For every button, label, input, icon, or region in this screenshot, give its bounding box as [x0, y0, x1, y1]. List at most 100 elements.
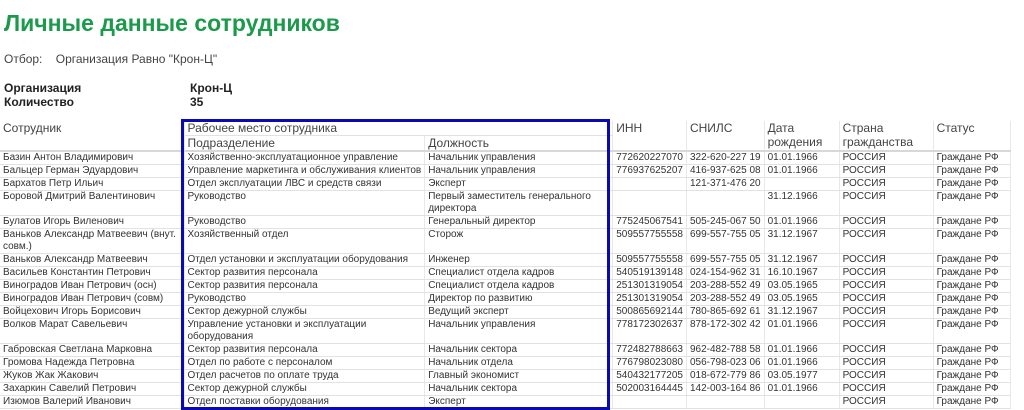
department-cell: Руководство	[184, 190, 426, 216]
position-cell: Начальник отдела	[424, 356, 614, 370]
table-row: Ваньков Александр Матвеевич Отдел установ…	[0, 253, 1011, 267]
status-cell: Граждане РФ	[933, 164, 1011, 178]
status-cell: Граждане РФ	[933, 292, 1011, 306]
header-country: Страна гражданства	[839, 121, 934, 152]
department-cell: Отдел по работе с персоналом	[184, 356, 426, 370]
inn-cell: 776798023080	[612, 356, 687, 370]
inn-cell: 500865692144	[612, 305, 687, 319]
snils-cell: 780-865-692 61	[686, 305, 765, 319]
snils-cell: 056-798-023 06	[686, 356, 765, 370]
country-cell: РОССИЯ	[839, 215, 934, 229]
birth-date-cell: 01.01.1966	[764, 382, 840, 396]
position-cell: Директор по развитию	[424, 292, 614, 306]
snils-cell	[686, 395, 765, 409]
status-cell: Граждане РФ	[933, 253, 1011, 267]
employee-cell: Базин Антон Владимирович	[0, 151, 185, 165]
status-cell: Граждане РФ	[933, 395, 1011, 409]
employee-cell: Изюмов Валерий Иванович	[0, 395, 185, 409]
employee-cell: Виноградов Иван Петрович (осн)	[0, 279, 185, 293]
birth-date-cell	[764, 177, 840, 191]
employee-cell: Боровой Дмитрий Валентинович	[0, 190, 185, 216]
country-cell: РОССИЯ	[839, 343, 934, 357]
table-row: Волков Марат Савельевич Управление устано…	[0, 318, 1011, 344]
inn-cell: 776937625207	[612, 164, 687, 178]
birth-date-cell: 16.10.1967	[764, 266, 840, 280]
table-row: Базин Антон Владимирович Хозяйственно-экс…	[0, 151, 1011, 165]
page-title: Личные данные сотрудников	[4, 10, 340, 36]
employee-cell: Волков Марат Савельевич	[0, 318, 185, 344]
filter-value: Организация Равно "Крон-Ц"	[55, 52, 218, 66]
department-cell: Сектор развития персонала	[184, 279, 426, 293]
department-cell: Управление установки и эксплуатации обор…	[184, 318, 426, 344]
department-cell: Отдел расчетов по оплате труда	[184, 369, 426, 383]
department-cell: Отдел поставки оборудования	[184, 395, 426, 409]
birth-date-cell: 01.01.1966	[764, 343, 840, 357]
position-cell: Инженер	[424, 253, 614, 267]
inn-cell: 251301319054	[612, 279, 687, 293]
snils-cell: 024-154-962 31	[686, 266, 765, 280]
position-cell: Начальник управления	[424, 164, 614, 178]
snils-cell: 203-288-552 49	[686, 279, 765, 293]
param-organization: Организация Крон-Ц	[4, 81, 232, 95]
birth-date-cell: 03.05.1965	[764, 292, 840, 306]
department-cell: Сектор развития персонала	[184, 266, 426, 280]
header-employee: Сотрудник	[0, 121, 185, 152]
inn-cell: 251301319054	[612, 292, 687, 306]
inn-cell: 778172302637	[612, 318, 687, 344]
birth-date-cell: 31.12.1966	[764, 190, 840, 216]
country-cell: РОССИЯ	[839, 266, 934, 280]
filter-label: Отбор:	[4, 52, 43, 66]
employee-cell: Захаркин Савелий Петрович	[0, 382, 185, 396]
status-cell: Граждане РФ	[933, 343, 1011, 357]
country-cell: РОССИЯ	[839, 151, 934, 165]
table-row: Бальцер Герман Эдуардович Управление марк…	[0, 164, 1011, 178]
position-cell: Эксперт	[424, 395, 614, 409]
country-cell: РОССИЯ	[839, 395, 934, 409]
filter-line: Отбор: Организация Равно "Крон-Ц"	[4, 52, 227, 66]
country-cell: РОССИЯ	[839, 253, 934, 267]
snils-cell	[686, 190, 765, 216]
country-cell: РОССИЯ	[839, 190, 934, 216]
country-cell: РОССИЯ	[839, 305, 934, 319]
employee-cell: Булатов Игорь Виленович	[0, 215, 185, 229]
inn-cell: 502003164445	[612, 382, 687, 396]
inn-cell: 540519139148	[612, 266, 687, 280]
table-row: Ваньков Александр Матвеевич (внут. совм.…	[0, 228, 1011, 254]
param-count: Количество 35	[4, 95, 204, 109]
birth-date-cell: 01.01.1966	[764, 151, 840, 165]
table-row: Бархатов Петр Ильич Отдел эксплуатации ЛВ…	[0, 177, 1011, 191]
status-cell: Граждане РФ	[933, 177, 1011, 191]
country-cell: РОССИЯ	[839, 318, 934, 344]
birth-date-cell: 31.12.1967	[764, 228, 840, 254]
employee-cell: Ваньков Александр Матвеевич	[0, 253, 185, 267]
country-cell: РОССИЯ	[839, 382, 934, 396]
table-row: Васильев Константин Петрович Сектор разви…	[0, 266, 1011, 280]
employee-cell: Ваньков Александр Матвеевич (внут. совм.…	[0, 228, 185, 254]
inn-cell	[612, 177, 687, 191]
position-cell: Генеральный директор	[424, 215, 614, 229]
employee-cell: Войцехович Игорь Борисович	[0, 305, 185, 319]
position-cell: Первый заместитель генерального директор…	[424, 190, 614, 216]
country-cell: РОССИЯ	[839, 164, 934, 178]
header-workplace: Рабочее место сотрудника	[184, 121, 614, 136]
employee-cell: Бальцер Герман Эдуардович	[0, 164, 185, 178]
employee-cell: Бархатов Петр Ильич	[0, 177, 185, 191]
inn-cell: 509557755558	[612, 253, 687, 267]
position-cell: Начальник управления	[424, 151, 614, 165]
department-cell: Хозяйственный отдел	[184, 228, 426, 254]
snils-cell: 699-557-755 05	[686, 228, 765, 254]
header-snils: СНИЛС	[686, 121, 765, 152]
country-cell: РОССИЯ	[839, 228, 934, 254]
position-cell: Специалист отдела кадров	[424, 266, 614, 280]
employee-cell: Виноградов Иван Петрович (совм)	[0, 292, 185, 306]
employee-cell: Громова Надежда Петровна	[0, 356, 185, 370]
position-cell: Сторож	[424, 228, 614, 254]
department-cell: Управление маркетинга и обслуживания кли…	[184, 164, 426, 178]
inn-cell: 772620227070	[612, 151, 687, 165]
table-row: Виноградов Иван Петрович (совм) Руководст…	[0, 292, 1011, 306]
header-position: Должность	[424, 135, 614, 152]
report-parameters: Организация Крон-Ц Количество 35	[4, 81, 232, 109]
status-cell: Граждане РФ	[933, 305, 1011, 319]
inn-cell: 509557755558	[612, 228, 687, 254]
birth-date-cell: 03.05.1977	[764, 369, 840, 383]
